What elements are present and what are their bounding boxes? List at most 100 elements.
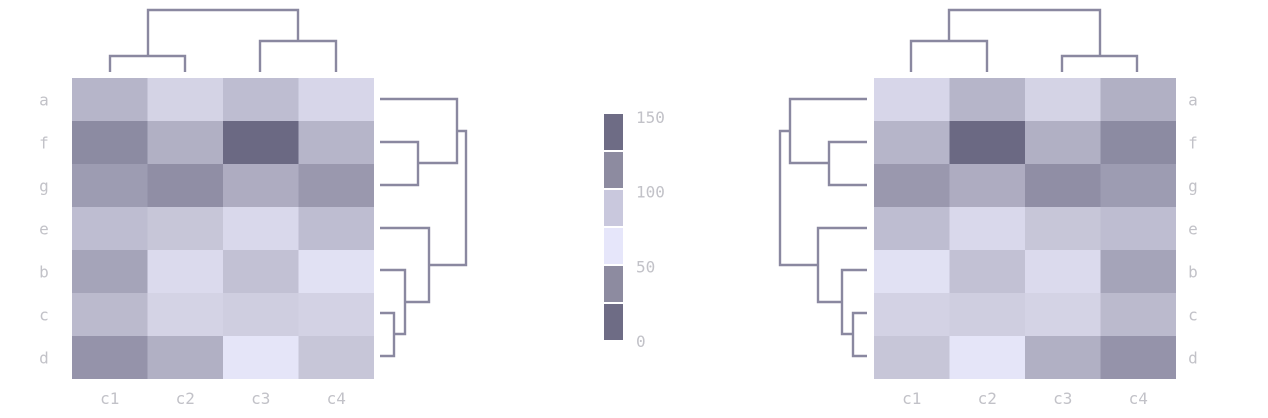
right-cell-f-c4 bbox=[1100, 121, 1176, 164]
left-column-dendrogram bbox=[108, 8, 338, 72]
left-row-label-b: b bbox=[39, 263, 49, 282]
right-cell-g-c3 bbox=[1025, 164, 1101, 207]
left-cell-a-c2 bbox=[147, 78, 223, 121]
right-cell-d-c4 bbox=[1100, 336, 1176, 379]
right-col-label-c1: c1 bbox=[902, 389, 921, 408]
left-cell-c-c2 bbox=[147, 293, 223, 336]
left-cell-g-c3 bbox=[223, 164, 299, 207]
colorbar-tick-150: 150 bbox=[636, 108, 665, 127]
colorbar-segment-1 bbox=[604, 114, 623, 150]
right-heatmap bbox=[874, 78, 1176, 379]
left-row-dendrogram bbox=[380, 97, 468, 358]
colorbar-segment-6 bbox=[604, 304, 623, 340]
left-cell-b-c1 bbox=[72, 250, 148, 293]
left-col-label-c1: c1 bbox=[100, 389, 119, 408]
left-row-label-g: g bbox=[39, 177, 49, 196]
right-cell-a-c3 bbox=[1025, 78, 1101, 121]
colorbar-segment-2 bbox=[604, 152, 623, 188]
left-cell-f-c3 bbox=[223, 121, 299, 164]
left-cell-d-c2 bbox=[147, 336, 223, 379]
right-col-labels: c1 c2 c3 c4 bbox=[902, 389, 1148, 408]
left-cell-a-c1 bbox=[72, 78, 148, 121]
right-row-label-a: a bbox=[1188, 91, 1198, 110]
right-cell-d-c2 bbox=[949, 336, 1025, 379]
left-cell-f-c4 bbox=[298, 121, 374, 164]
left-cell-g-c1 bbox=[72, 164, 148, 207]
right-cell-e-c3 bbox=[1025, 207, 1101, 250]
left-cell-e-c1 bbox=[72, 207, 148, 250]
right-cell-c-c4 bbox=[1100, 293, 1176, 336]
right-cell-e-c2 bbox=[949, 207, 1025, 250]
right-row-labels: a f g e b c d bbox=[1188, 91, 1198, 368]
left-cell-c-c4 bbox=[298, 293, 374, 336]
right-cell-a-c4 bbox=[1100, 78, 1176, 121]
left-cell-b-c4 bbox=[298, 250, 374, 293]
right-col-label-c3: c3 bbox=[1053, 389, 1072, 408]
colorbar bbox=[604, 114, 623, 340]
colorbar-segment-4 bbox=[604, 228, 623, 264]
right-cell-g-c1 bbox=[874, 164, 950, 207]
left-row-label-f: f bbox=[39, 134, 49, 153]
right-row-label-f: f bbox=[1188, 134, 1198, 153]
left-row-label-a: a bbox=[39, 91, 49, 110]
right-cell-g-c4 bbox=[1100, 164, 1176, 207]
right-col-label-c4: c4 bbox=[1129, 389, 1148, 408]
right-row-label-g: g bbox=[1188, 177, 1198, 196]
left-heatmap bbox=[72, 78, 374, 379]
left-row-label-e: e bbox=[39, 220, 49, 239]
left-row-label-d: d bbox=[39, 349, 49, 368]
right-row-dendrogram bbox=[778, 97, 867, 358]
colorbar-tick-50: 50 bbox=[636, 257, 655, 276]
right-cell-e-c4 bbox=[1100, 207, 1176, 250]
left-cell-c-c3 bbox=[223, 293, 299, 336]
left-cell-e-c4 bbox=[298, 207, 374, 250]
right-row-label-d: d bbox=[1188, 349, 1198, 368]
left-cell-f-c2 bbox=[147, 121, 223, 164]
left-cell-c-c1 bbox=[72, 293, 148, 336]
left-col-label-c4: c4 bbox=[327, 389, 346, 408]
left-col-labels: c1 c2 c3 c4 bbox=[100, 389, 346, 408]
right-cell-c-c1 bbox=[874, 293, 950, 336]
left-cell-f-c1 bbox=[72, 121, 148, 164]
left-cell-e-c2 bbox=[147, 207, 223, 250]
colorbar-segment-3 bbox=[604, 190, 623, 226]
left-cell-d-c4 bbox=[298, 336, 374, 379]
right-cell-f-c2 bbox=[949, 121, 1025, 164]
colorbar-tick-100: 100 bbox=[636, 183, 665, 202]
left-cell-g-c4 bbox=[298, 164, 374, 207]
left-cell-e-c3 bbox=[223, 207, 299, 250]
left-cell-b-c3 bbox=[223, 250, 299, 293]
right-cell-d-c1 bbox=[874, 336, 950, 379]
right-cell-d-c3 bbox=[1025, 336, 1101, 379]
left-row-label-c: c bbox=[39, 306, 49, 325]
left-cell-d-c3 bbox=[223, 336, 299, 379]
right-row-label-b: b bbox=[1188, 263, 1198, 282]
left-col-label-c3: c3 bbox=[251, 389, 270, 408]
right-row-label-c: c bbox=[1188, 306, 1198, 325]
left-cell-d-c1 bbox=[72, 336, 148, 379]
left-cell-b-c2 bbox=[147, 250, 223, 293]
right-cell-a-c1 bbox=[874, 78, 950, 121]
colorbar-tick-labels: 150 100 50 0 bbox=[636, 108, 665, 351]
left-col-label-c2: c2 bbox=[176, 389, 195, 408]
right-cell-f-c3 bbox=[1025, 121, 1101, 164]
left-cell-a-c4 bbox=[298, 78, 374, 121]
right-cell-b-c2 bbox=[949, 250, 1025, 293]
colorbar-segment-5 bbox=[604, 266, 623, 302]
right-cell-b-c3 bbox=[1025, 250, 1101, 293]
right-cell-e-c1 bbox=[874, 207, 950, 250]
right-row-label-e: e bbox=[1188, 220, 1198, 239]
right-cell-c-c3 bbox=[1025, 293, 1101, 336]
left-cell-a-c3 bbox=[223, 78, 299, 121]
colorbar-tick-0: 0 bbox=[636, 332, 646, 351]
left-cell-g-c2 bbox=[147, 164, 223, 207]
left-row-labels: a f g e b c d bbox=[39, 91, 49, 368]
right-cell-a-c2 bbox=[949, 78, 1025, 121]
right-cell-f-c1 bbox=[874, 121, 950, 164]
right-cell-b-c4 bbox=[1100, 250, 1176, 293]
right-column-dendrogram bbox=[909, 8, 1139, 72]
right-cell-g-c2 bbox=[949, 164, 1025, 207]
right-cell-b-c1 bbox=[874, 250, 950, 293]
right-cell-c-c2 bbox=[949, 293, 1025, 336]
